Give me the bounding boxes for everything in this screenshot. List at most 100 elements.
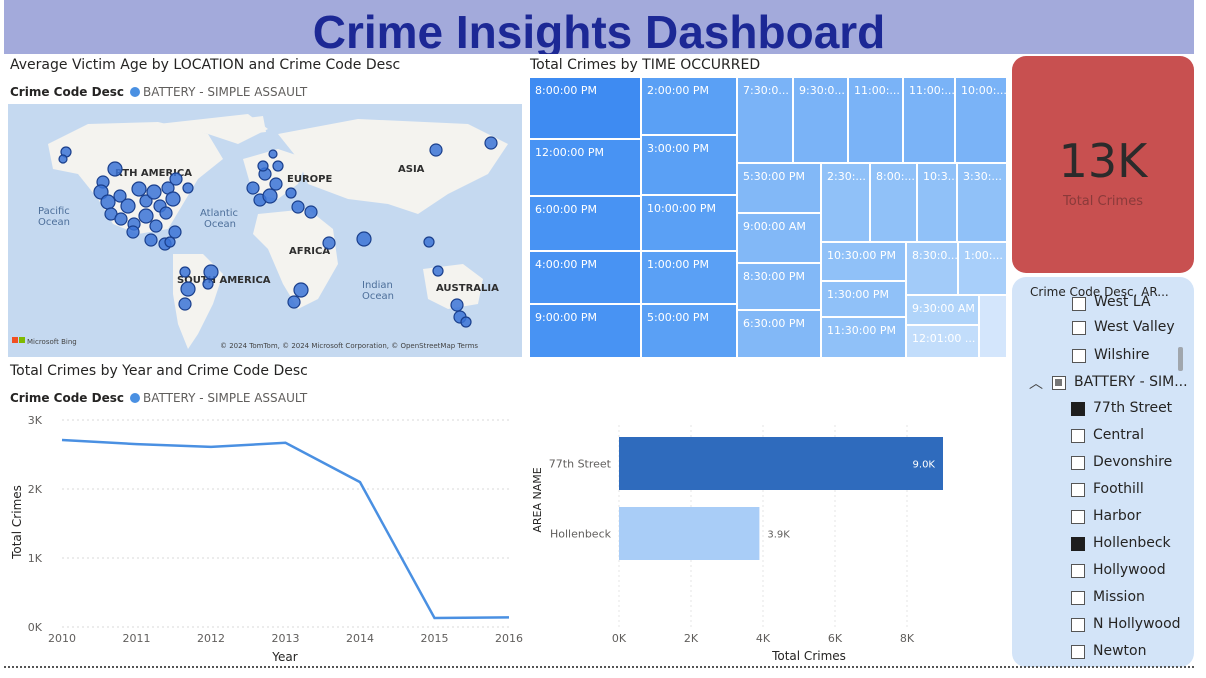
- treemap-tile[interactable]: 5:30:00 PM: [737, 163, 821, 213]
- map-bubble[interactable]: [450, 298, 464, 312]
- map-bubble[interactable]: [139, 194, 153, 208]
- map-bubble[interactable]: [460, 316, 472, 328]
- treemap-tile[interactable]: 8:00:00 PM: [529, 77, 641, 139]
- map-bubble[interactable]: [100, 194, 116, 210]
- treemap-tile[interactable]: 7:30:0...: [737, 77, 793, 163]
- map-bubble[interactable]: [262, 188, 278, 204]
- map-bubble[interactable]: [113, 189, 127, 203]
- map-bubble[interactable]: [180, 281, 196, 297]
- slicer-group-battery[interactable]: ︿ BATTERY - SIM...: [1012, 373, 1194, 395]
- treemap-tile[interactable]: 2:30:...: [821, 163, 870, 242]
- map-bubble[interactable]: [168, 225, 182, 239]
- map-bubble[interactable]: [269, 177, 283, 191]
- checkbox[interactable]: [1071, 483, 1085, 497]
- checkbox[interactable]: [1071, 537, 1085, 551]
- slicer-scrollbar[interactable]: [1178, 347, 1183, 371]
- map-bubble[interactable]: [58, 154, 68, 164]
- treemap-tile[interactable]: 10:00:00 PM: [641, 195, 737, 251]
- bar[interactable]: [619, 437, 943, 490]
- map-bubble[interactable]: [287, 295, 301, 309]
- treemap[interactable]: 8:00:00 PM 12:00:00 PM 6:00:00 PM 4:00:00 P…: [529, 77, 1007, 358]
- map-bubble[interactable]: [131, 181, 147, 197]
- treemap-tile[interactable]: 3:30:...: [957, 163, 1007, 242]
- treemap-tile[interactable]: 9:30:0...: [793, 77, 848, 163]
- chevron-up-icon[interactable]: ︿: [1029, 376, 1043, 392]
- treemap-tile[interactable]: 4:00:00 PM: [529, 251, 641, 304]
- treemap-tile[interactable]: 9:30:00 AM: [906, 295, 979, 325]
- map-bubble[interactable]: [138, 208, 154, 224]
- slicer-item[interactable]: 77th Street: [1012, 399, 1194, 421]
- map-bubble[interactable]: [144, 233, 158, 247]
- map-bubble[interactable]: [322, 236, 336, 250]
- treemap-tile[interactable]: 10:30:00 PM: [821, 242, 906, 281]
- slicer-item[interactable]: Wilshire: [1012, 346, 1194, 368]
- map-bubble[interactable]: [179, 266, 191, 278]
- map-bubble[interactable]: [423, 236, 435, 248]
- treemap-tile[interactable]: 11:00:...: [903, 77, 955, 163]
- checkbox[interactable]: [1071, 591, 1085, 605]
- slicer-item[interactable]: Foothill: [1012, 480, 1194, 502]
- treemap-tile[interactable]: 1:00:00 PM: [641, 251, 737, 304]
- map-bubble[interactable]: [268, 149, 278, 159]
- checkbox[interactable]: [1072, 297, 1086, 311]
- map-bubble[interactable]: [165, 191, 181, 207]
- treemap-tile[interactable]: 11:00:...: [848, 77, 903, 163]
- treemap-tile[interactable]: 12:00:00 PM: [529, 139, 641, 196]
- map-bubble[interactable]: [293, 282, 309, 298]
- map-bubble[interactable]: [120, 198, 136, 214]
- checkbox[interactable]: [1072, 349, 1086, 363]
- treemap-tile[interactable]: 6:30:00 PM: [737, 310, 821, 358]
- checkbox[interactable]: [1071, 618, 1085, 632]
- treemap-tile[interactable]: 10:3...: [917, 163, 957, 242]
- map-bubble[interactable]: [114, 212, 128, 226]
- map-bubble[interactable]: [149, 219, 163, 233]
- map-bubble[interactable]: [159, 206, 173, 220]
- slicer-item[interactable]: Hollywood: [1012, 561, 1194, 583]
- map-bubble[interactable]: [202, 278, 214, 290]
- map-bubble[interactable]: [164, 236, 176, 248]
- map-canvas[interactable]: RTH AMERICA EUROPE ASIA AFRICA SOUTH AME…: [8, 104, 522, 357]
- treemap-tile[interactable]: 3:00:00 PM: [641, 135, 737, 195]
- treemap-tile[interactable]: 2:00:00 PM: [641, 77, 737, 135]
- checkbox[interactable]: [1071, 510, 1085, 524]
- map-bubble[interactable]: [169, 172, 183, 186]
- treemap-tile[interactable]: 6:00:00 PM: [529, 196, 641, 251]
- map-attribution[interactable]: © 2024 TomTom, © 2024 Microsoft Corporat…: [220, 342, 478, 350]
- checkbox[interactable]: [1071, 564, 1085, 578]
- map-bubble[interactable]: [429, 143, 443, 157]
- slicer-item[interactable]: N Hollywood: [1012, 615, 1194, 637]
- slicer-item[interactable]: Newton: [1012, 642, 1194, 664]
- line-legend-item[interactable]: BATTERY - SIMPLE ASSAULT: [142, 391, 308, 405]
- treemap-tile[interactable]: 12:01:00 ...: [906, 325, 979, 358]
- treemap-tile[interactable]: 10:00:...: [955, 77, 1007, 163]
- slicer-item[interactable]: West Valley: [1012, 318, 1194, 340]
- map-bubble[interactable]: [126, 225, 140, 239]
- map-legend-item[interactable]: BATTERY - SIMPLE ASSAULT: [142, 85, 308, 99]
- map-bubble[interactable]: [304, 205, 318, 219]
- map-bubble[interactable]: [107, 161, 123, 177]
- treemap-tile[interactable]: 8:00:...: [870, 163, 917, 242]
- treemap-tile[interactable]: 1:00:...: [958, 242, 1007, 295]
- map-bubble[interactable]: [285, 187, 297, 199]
- map-bubble[interactable]: [146, 184, 162, 200]
- treemap-tile[interactable]: 5:00:00 PM: [641, 304, 737, 358]
- slicer-item-west-la[interactable]: West LA: [1012, 294, 1194, 317]
- map-bubble[interactable]: [432, 265, 444, 277]
- map-bubble[interactable]: [291, 200, 305, 214]
- slicer-item[interactable]: Mission: [1012, 588, 1194, 610]
- checkbox[interactable]: [1071, 645, 1085, 659]
- treemap-tile[interactable]: [979, 295, 1007, 358]
- map-bubble[interactable]: [356, 231, 372, 247]
- bar-chart[interactable]: 0K 2K 4K 6K 8K 77th Street 9.0K Hollenbeck 3.9K T…: [527, 405, 1007, 665]
- treemap-tile[interactable]: 8:30:0...: [906, 242, 958, 295]
- checkbox[interactable]: [1071, 402, 1085, 416]
- map-bubble[interactable]: [257, 160, 269, 172]
- slicer-item[interactable]: Harbor: [1012, 507, 1194, 529]
- checkbox[interactable]: [1071, 456, 1085, 470]
- slicer-panel[interactable]: Crime Code Desc, AR... West LA West Vall…: [1012, 277, 1194, 667]
- map-bubble[interactable]: [203, 264, 219, 280]
- map-bubble[interactable]: [178, 297, 192, 311]
- slicer-item[interactable]: Devonshire: [1012, 453, 1194, 475]
- line-chart[interactable]: 0K 1K 2K 3K 2010 2011 2012 2013 2014 2015 2016 Year…: [0, 405, 525, 665]
- group-checkbox[interactable]: [1052, 376, 1066, 390]
